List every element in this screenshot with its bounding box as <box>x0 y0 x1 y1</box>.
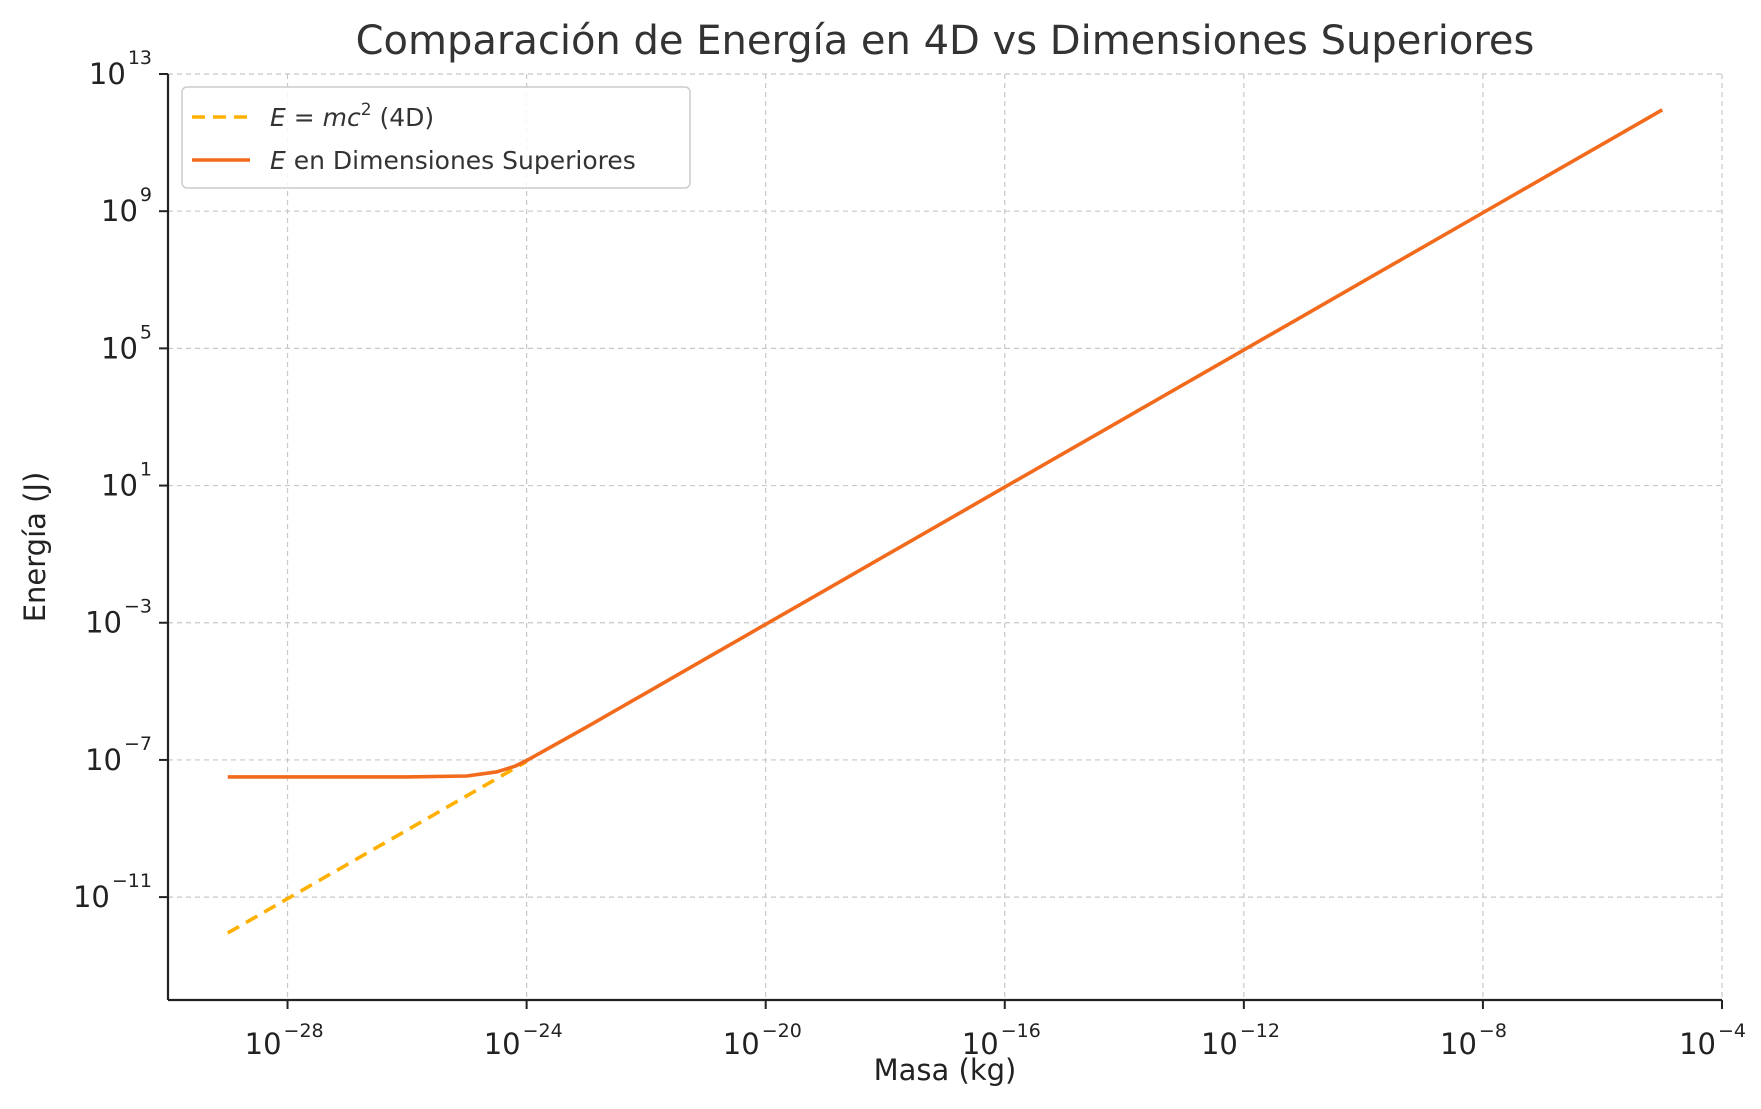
y-tick-exponent: 1 <box>140 459 152 481</box>
series-layer <box>226 108 1664 935</box>
y-tick-exponent: −7 <box>124 733 152 755</box>
x-tick-label: 10 −16 <box>962 1020 1041 1061</box>
y-tick-exponent: 13 <box>128 47 152 69</box>
x-tick-base: 10 <box>962 1027 999 1061</box>
y-tick-base: 10 <box>101 331 138 365</box>
grid-lines <box>168 73 1723 1000</box>
x-tick-exponent: −8 <box>1479 1020 1507 1042</box>
chart-title: Comparación de Energía en 4D vs Dimensio… <box>356 18 1535 64</box>
x-tick-label: 10 −20 <box>723 1020 802 1061</box>
tick-labels: 10 −28 10 −24 10 −20 10 −16 10 −12 10 −8 10 −4−1110−7… <box>73 47 1746 1061</box>
x-tick-base: 10 <box>1440 1027 1477 1061</box>
x-tick-label: 10 −12 <box>1201 1020 1280 1061</box>
y-tick-base: 10 <box>101 194 138 228</box>
y-tick-base: 10 <box>85 743 122 777</box>
x-tick-base: 10 <box>723 1027 760 1061</box>
legend-label-superscript: 2 <box>361 100 372 120</box>
y-tick-label: −310 <box>85 596 152 640</box>
x-tick-base: 10 <box>1679 1027 1716 1061</box>
legend-label-math: E = mc <box>270 103 361 132</box>
x-tick-label: 10 −8 <box>1440 1020 1507 1061</box>
y-tick-base: 10 <box>89 57 126 91</box>
legend: E = mc2 (4D) E en Dimensiones Superiores <box>181 86 691 189</box>
x-tick-label: 10 −24 <box>484 1020 563 1061</box>
series-line-2 <box>227 108 1664 779</box>
x-tick-exponent: −16 <box>1001 1020 1041 1042</box>
y-tick-label: 110 <box>101 459 152 503</box>
x-tick-exponent: −4 <box>1718 1020 1746 1042</box>
legend-label: E en Dimensiones Superiores <box>270 146 636 175</box>
legend-label-rest: en Dimensiones Superiores <box>286 146 636 175</box>
x-tick-exponent: −12 <box>1240 1020 1280 1042</box>
x-tick-exponent: −28 <box>284 1020 324 1042</box>
y-tick-label: −710 <box>85 733 152 777</box>
x-tick-exponent: −24 <box>523 1020 563 1042</box>
legend-item: E = mc2 (4D) <box>192 100 434 132</box>
y-tick-base: 10 <box>85 606 122 640</box>
axes <box>159 73 1723 1009</box>
x-tick-base: 10 <box>245 1027 282 1061</box>
x-tick-label: 10 −28 <box>245 1020 324 1061</box>
legend-label-rest: (4D) <box>372 103 435 132</box>
series-line-1 <box>226 759 528 935</box>
x-tick-exponent: −20 <box>762 1020 802 1042</box>
x-tick-base: 10 <box>484 1027 521 1061</box>
y-tick-base: 10 <box>101 469 138 503</box>
y-tick-base: 10 <box>73 880 110 914</box>
y-tick-exponent: −3 <box>124 596 152 618</box>
legend-label-math: E <box>270 146 286 175</box>
y-tick-exponent: −11 <box>112 870 152 892</box>
y-tick-label: 910 <box>101 184 152 228</box>
legend-box <box>181 86 691 189</box>
legend-label: E = mc2 (4D) <box>270 100 434 132</box>
y-tick-exponent: 9 <box>140 184 152 206</box>
x-tick-label: 10 −4 <box>1679 1020 1746 1061</box>
y-axis-label: Energía (J) <box>18 472 52 623</box>
x-tick-base: 10 <box>1201 1027 1238 1061</box>
y-tick-exponent: 5 <box>140 321 152 343</box>
legend-item: E en Dimensiones Superiores <box>192 146 636 175</box>
y-tick-label: 510 <box>101 321 152 365</box>
x-axis-label: Masa (kg) <box>874 1053 1017 1087</box>
